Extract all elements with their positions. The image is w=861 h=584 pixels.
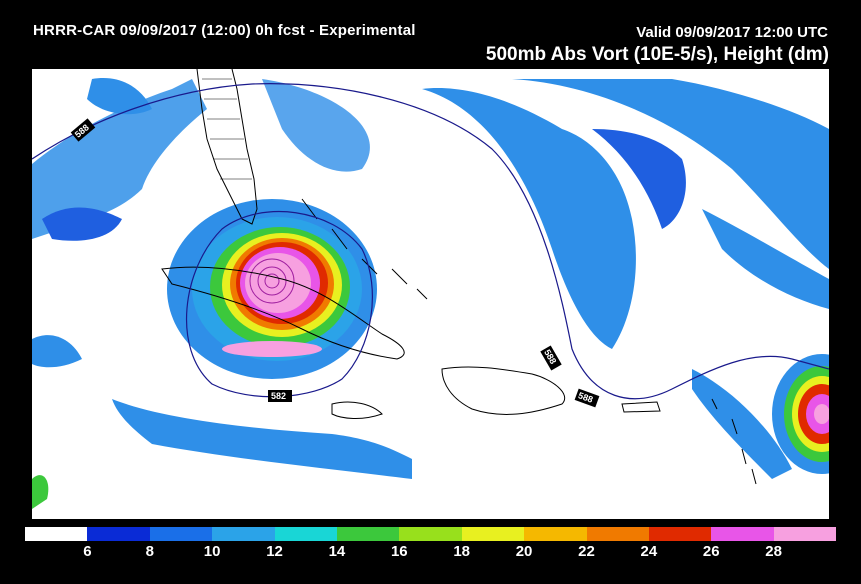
contour-588 [32, 83, 829, 400]
hispaniola-coast [441, 366, 565, 415]
contour-label-582: 582 [271, 391, 286, 401]
height-contours [32, 83, 829, 400]
colorbar-swatch [25, 527, 88, 541]
vorticity-shading [32, 78, 829, 509]
colorbar-swatch [336, 527, 400, 541]
jamaica-coast [331, 401, 383, 419]
field-title: 500mb Abs Vort (10E-5/s), Height (dm) [485, 44, 829, 65]
map-panel: 588 588 588 582 [32, 69, 829, 519]
colorbar-swatch [586, 527, 649, 541]
colorbar-labels: 6 8 10 12 14 16 18 20 22 24 26 28 [25, 543, 836, 563]
puerto-rico-coast [621, 401, 661, 413]
contour-label-588-east: 588 [577, 390, 595, 405]
colorbar-tick-label: 18 [453, 543, 471, 560]
colorbar-swatch [648, 527, 712, 541]
colorbar-swatch [524, 527, 587, 541]
contour-582 [185, 211, 373, 398]
colorbar-swatch [149, 527, 213, 541]
cuba-coast [161, 266, 405, 360]
colorbar-swatch [399, 527, 462, 541]
colorbar-swatch [711, 527, 774, 541]
colorbar-swatch [212, 527, 275, 541]
valid-time: Valid 09/09/2017 12:00 UTC [636, 24, 828, 41]
colorbar-swatch [461, 527, 525, 541]
colorbar-tick-label: 16 [390, 543, 408, 560]
colorbar-tick-label: 24 [640, 543, 658, 560]
colorbar-tick-label: 28 [765, 543, 782, 560]
colorbar-tick-label: 14 [328, 543, 346, 560]
colorbar-swatch [274, 527, 337, 541]
vorticity-map: 588 588 588 582 [32, 69, 829, 509]
colorbar [25, 527, 837, 541]
lesser-antilles [711, 398, 757, 485]
colorbar-tick-label: 6 [83, 543, 92, 560]
hurricane-jose-vortex [772, 354, 829, 474]
colorbar-tick-label: 10 [203, 543, 221, 560]
florida-coast [196, 69, 258, 225]
colorbar-swatch [87, 527, 150, 541]
florida-counties [202, 78, 252, 180]
bahamas [301, 198, 428, 300]
colorbar-tick-label: 12 [266, 543, 283, 560]
colorbar-tick-label: 20 [515, 543, 533, 560]
model-title: HRRR-CAR 09/09/2017 (12:00) 0h fcst - Ex… [33, 22, 416, 39]
colorbar-swatch [773, 527, 837, 541]
colorbar-tick-label: 22 [578, 543, 595, 560]
colorbar-tick-label: 26 [702, 543, 720, 560]
coastlines [161, 69, 757, 485]
hurricane-irma-vortex [167, 199, 377, 379]
colorbar-tick-label: 8 [145, 543, 154, 560]
